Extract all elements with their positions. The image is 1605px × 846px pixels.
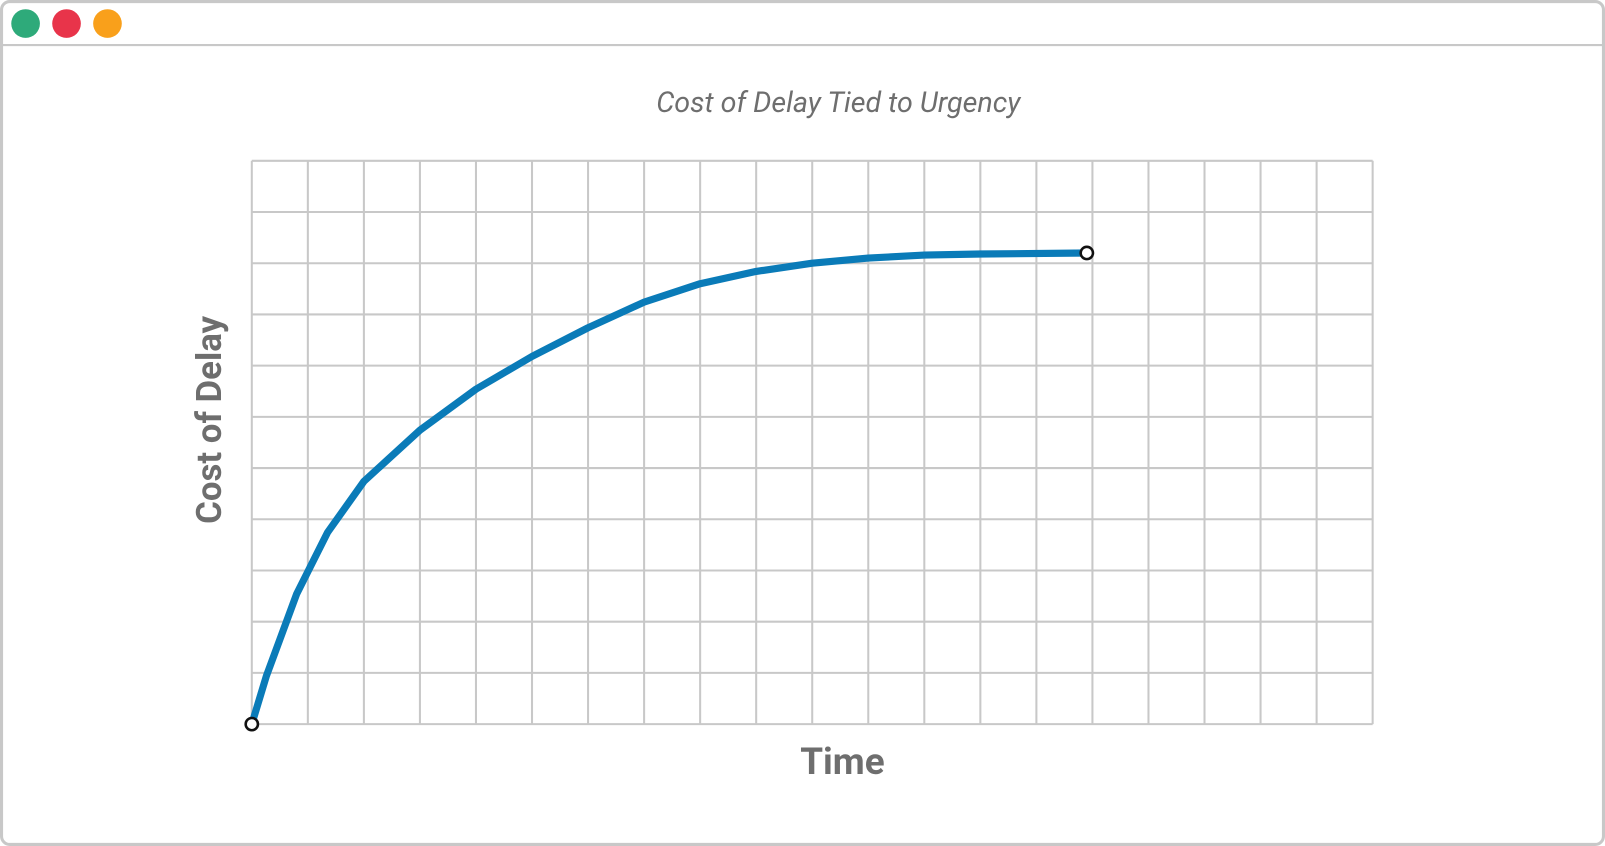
x-axis-label: Time xyxy=(800,740,884,783)
y-axis-label: Cost of Delay xyxy=(190,315,230,523)
window-button[interactable] xyxy=(11,9,40,38)
chart-title: Cost of Delay Tied to Urgency xyxy=(656,85,1022,119)
line xyxy=(248,249,1091,728)
endpoint-marker xyxy=(244,716,260,732)
window-button[interactable] xyxy=(93,9,122,38)
endpoint-marker xyxy=(1079,245,1095,261)
window-button[interactable] xyxy=(52,9,81,38)
